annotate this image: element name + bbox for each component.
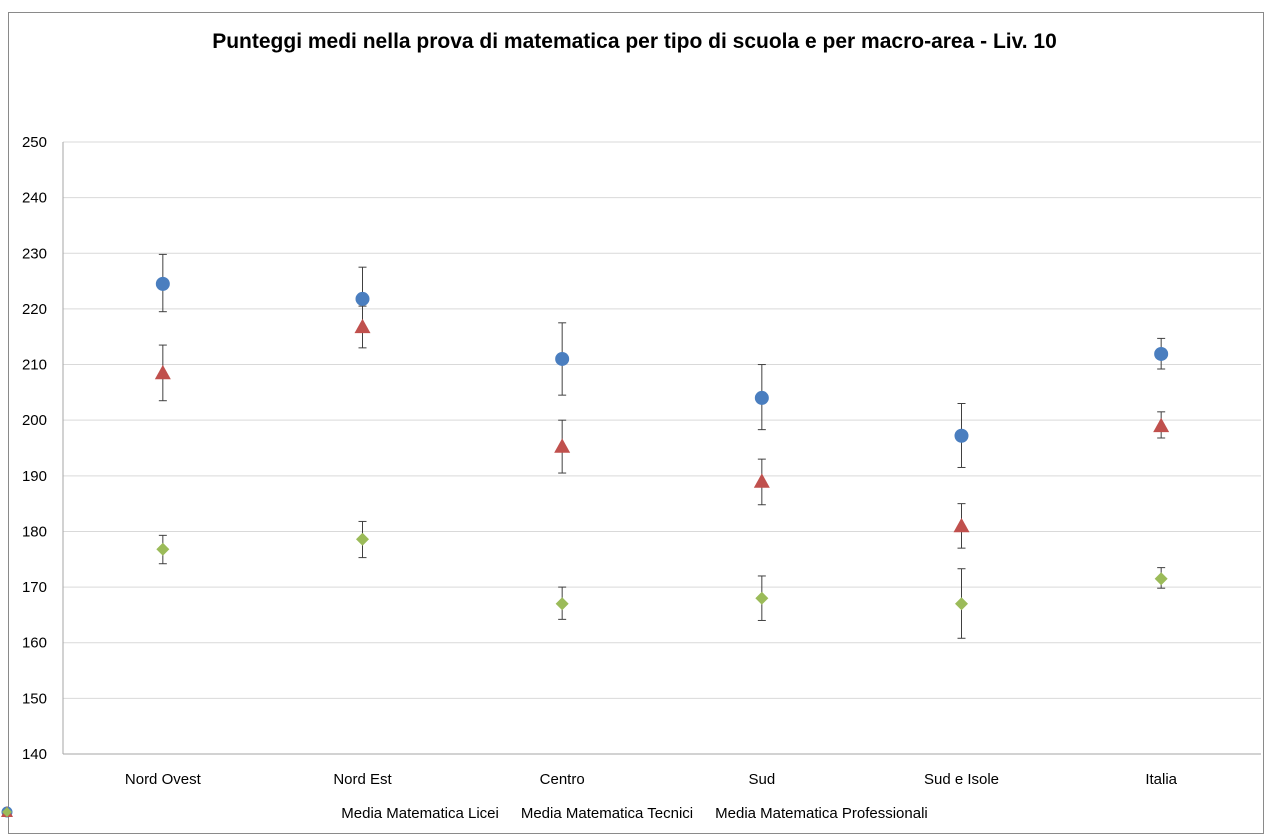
x-tick-label: Nord Ovest [125, 771, 202, 788]
data-point [955, 597, 968, 611]
diamond-marker-icon [2, 807, 12, 817]
y-tick-label: 230 [22, 245, 47, 262]
data-point [555, 597, 569, 611]
y-tick-label: 170 [22, 579, 47, 596]
x-tick-label: Sud e Isole [924, 771, 999, 788]
chart-title: Punteggi medi nella prova di matematica … [212, 30, 1057, 53]
data-point [154, 364, 171, 380]
legend-item: Media Matematica Licei [1, 805, 499, 822]
chart-frame [8, 12, 1264, 834]
data-point [355, 291, 370, 306]
y-tick-label: 150 [22, 690, 47, 707]
y-tick-label: 240 [22, 190, 47, 207]
y-tick-label: 160 [22, 635, 47, 652]
data-point [755, 591, 769, 605]
data-point [156, 542, 170, 556]
data-point [555, 351, 570, 366]
data-point [1154, 346, 1169, 361]
x-tick-label: Sud [748, 771, 775, 788]
y-tick-label: 180 [22, 523, 47, 540]
y-tick-label: 190 [22, 468, 47, 485]
x-tick-label: Nord Est [333, 771, 392, 788]
x-tick-label: Centro [540, 771, 585, 788]
y-tick-label: 140 [22, 746, 47, 763]
data-point [155, 276, 170, 291]
legend-label: Media Matematica Professionali [715, 805, 928, 822]
data-point [953, 517, 970, 533]
data-point [554, 438, 571, 453]
y-tick-label: 200 [22, 412, 47, 429]
data-point [754, 390, 769, 405]
y-tick-label: 210 [22, 357, 47, 374]
data-point [356, 532, 369, 546]
data-point [1154, 572, 1168, 586]
data-point [354, 318, 371, 334]
y-tick-label: 250 [22, 134, 47, 151]
data-point [1153, 417, 1170, 433]
legend-item: Media Matematica Professionali [2, 805, 928, 822]
y-tick-label: 220 [22, 301, 47, 318]
legend-item: Media Matematica Tecnici [1, 805, 694, 822]
data-point [954, 428, 969, 443]
chart-legend: Media Matematica Licei Media Matematica T… [0, 805, 1269, 822]
data-point [753, 473, 770, 488]
legend-label: Media Matematica Tecnici [520, 805, 694, 822]
x-tick-label: Italia [1145, 771, 1177, 788]
legend-label: Media Matematica Licei [341, 805, 499, 822]
